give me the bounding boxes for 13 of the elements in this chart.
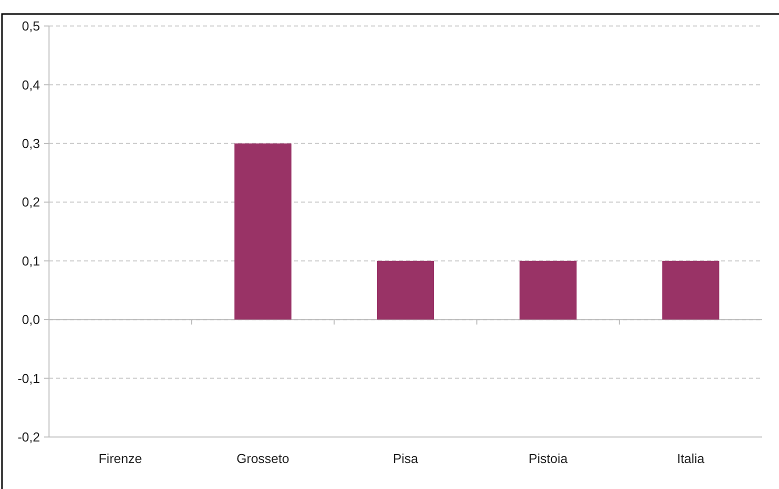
x-tick-label: Pistoia xyxy=(528,451,568,466)
x-tick-label: Pisa xyxy=(392,451,419,466)
y-tick-label: 0,5 xyxy=(22,18,40,34)
y-tick-label: 0,4 xyxy=(22,77,40,92)
y-tick-label: 0,3 xyxy=(22,136,40,151)
y-tick-label: -0,2 xyxy=(18,430,40,445)
y-tick-label: 0,2 xyxy=(22,194,40,210)
y-tick-label: -0,1 xyxy=(18,370,40,386)
x-tick-label: Grosseto xyxy=(236,451,290,466)
y-tick-label: 0,0 xyxy=(22,312,40,328)
y-tick-label: 0,1 xyxy=(22,253,40,268)
x-tick-label: Italia xyxy=(676,451,706,466)
x-tick-label: Firenze xyxy=(98,451,142,466)
